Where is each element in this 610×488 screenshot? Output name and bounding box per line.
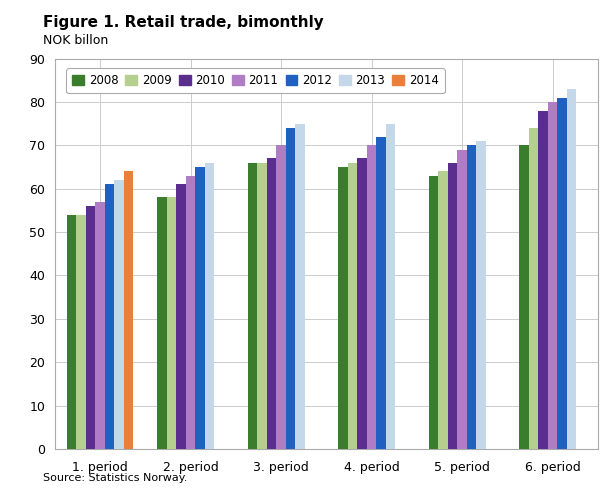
Bar (76, 215, 86, 449)
Bar (519, 145, 529, 449)
Bar (86, 206, 95, 449)
Bar (176, 184, 186, 449)
Bar (124, 171, 134, 449)
Bar (538, 111, 548, 449)
Bar (376, 137, 386, 449)
Bar (167, 197, 176, 449)
Bar (105, 184, 115, 449)
Bar (476, 141, 486, 449)
Bar (429, 176, 439, 449)
Bar (458, 150, 467, 449)
Bar (548, 102, 558, 449)
Bar (448, 163, 458, 449)
Bar (248, 163, 257, 449)
Legend: 2008, 2009, 2010, 2011, 2012, 2013, 2014: 2008, 2009, 2010, 2011, 2012, 2013, 2014 (66, 68, 445, 93)
Text: Figure 1. Retail trade, bimonthly: Figure 1. Retail trade, bimonthly (43, 15, 323, 30)
Bar (205, 163, 214, 449)
Bar (367, 145, 376, 449)
Bar (95, 202, 105, 449)
Bar (67, 215, 76, 449)
Bar (558, 98, 567, 449)
Bar (357, 158, 367, 449)
Bar (195, 167, 205, 449)
Bar (257, 163, 267, 449)
Bar (439, 171, 448, 449)
Bar (157, 197, 167, 449)
Bar (115, 180, 124, 449)
Text: NOK billon: NOK billon (43, 34, 108, 47)
Bar (286, 128, 295, 449)
Bar (467, 145, 476, 449)
Bar (186, 176, 195, 449)
Bar (386, 123, 395, 449)
Bar (348, 163, 357, 449)
Bar (267, 158, 276, 449)
Bar (276, 145, 286, 449)
Bar (339, 167, 348, 449)
Bar (295, 123, 305, 449)
Bar (567, 89, 576, 449)
Text: Source: Statistics Norway.: Source: Statistics Norway. (43, 473, 187, 483)
Bar (529, 128, 538, 449)
